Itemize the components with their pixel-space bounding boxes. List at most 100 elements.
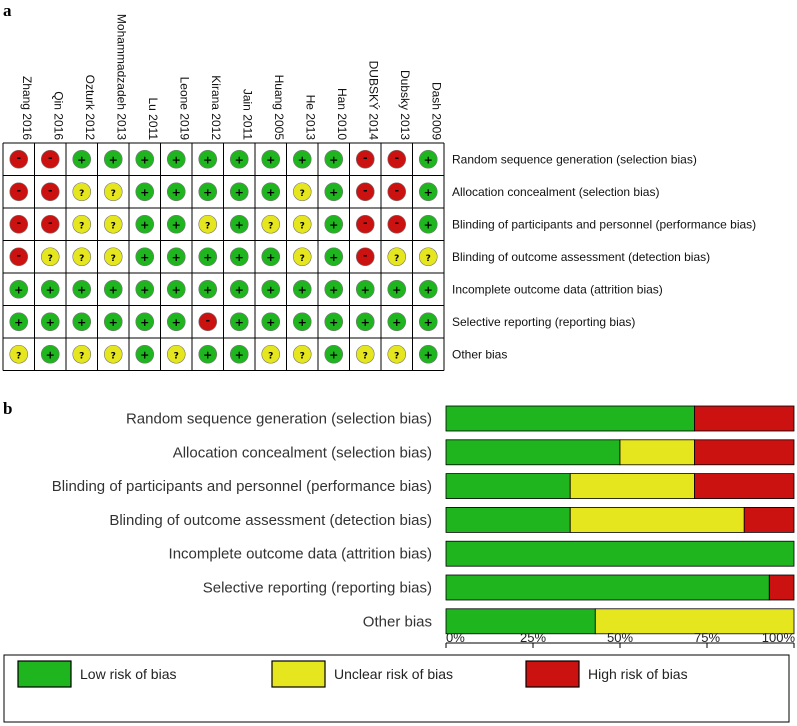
bar-segment-low xyxy=(445,574,770,601)
judgement-symbol: + xyxy=(109,153,118,166)
judgement-low xyxy=(261,279,281,299)
study-label: Ozturk 2012 xyxy=(83,75,97,141)
legend-label-unclear: Unclear risk of bias xyxy=(334,666,453,682)
x-tick-label: 25% xyxy=(520,630,546,645)
judgement-low xyxy=(229,149,249,169)
domain-label: Random sequence generation (selection bi… xyxy=(452,152,697,166)
judgement-symbol: - xyxy=(48,216,53,229)
judgement-symbol: ? xyxy=(111,254,116,264)
judgement-low xyxy=(418,149,438,169)
judgement-symbol: + xyxy=(109,283,118,296)
judgement-high xyxy=(40,214,60,234)
domain-label: Other bias xyxy=(452,347,507,361)
judgement-symbol: + xyxy=(140,348,149,361)
judgement-unclear xyxy=(166,344,186,364)
legend-swatch-low xyxy=(17,660,72,688)
judgement-symbol: + xyxy=(235,316,244,329)
judgement-symbol: + xyxy=(329,251,338,264)
judgement-low xyxy=(135,247,155,267)
judgement-symbol: + xyxy=(329,316,338,329)
judgement-low xyxy=(229,214,249,234)
judgement-symbol: + xyxy=(424,186,433,199)
judgement-symbol: + xyxy=(140,218,149,231)
judgement-symbol: - xyxy=(16,249,21,262)
judgement-symbol: + xyxy=(424,218,433,231)
judgement-unclear xyxy=(418,247,438,267)
judgement-low xyxy=(355,312,375,332)
judgement-symbol: - xyxy=(363,249,368,262)
judgement-symbol: + xyxy=(46,283,55,296)
judgement-high xyxy=(355,182,375,202)
judgement-symbol: ? xyxy=(300,189,305,199)
bar-segment-high xyxy=(694,473,795,500)
legend-label-high: High risk of bias xyxy=(588,666,688,682)
judgement-low xyxy=(418,344,438,364)
judgement-low xyxy=(261,247,281,267)
bar-segment-high xyxy=(768,574,795,601)
judgement-low xyxy=(198,182,218,202)
study-label: Huang 2005 xyxy=(272,75,286,141)
judgement-symbol: - xyxy=(16,216,21,229)
judgement-symbol: ? xyxy=(363,351,368,361)
bar-segment-low xyxy=(445,439,621,466)
judgement-symbol: + xyxy=(298,316,307,329)
judgement-symbol: ? xyxy=(300,254,305,264)
risk-of-bias-summary-table: Zhang 2016 Qin 2016 Ozturk 2012 Mohammadzad… xyxy=(2,14,756,371)
judgement-symbol: ? xyxy=(300,351,305,361)
judgement-low xyxy=(103,279,123,299)
judgement-symbol: + xyxy=(46,316,55,329)
judgement-low xyxy=(324,214,344,234)
judgement-symbol: ? xyxy=(111,351,116,361)
judgement-low xyxy=(387,279,407,299)
study-label: Dubsky 2013 xyxy=(398,70,412,140)
judgement-symbol: + xyxy=(235,186,244,199)
judgement-symbol: ? xyxy=(394,351,399,361)
judgement-symbol: + xyxy=(266,251,275,264)
judgement-symbol: + xyxy=(140,251,149,264)
judgement-symbol: + xyxy=(235,348,244,361)
judgement-symbol: + xyxy=(329,186,338,199)
judgement-unclear xyxy=(72,344,92,364)
judgement-symbol: + xyxy=(266,153,275,166)
judgement-low xyxy=(9,312,29,332)
bar-category-label: Other bias xyxy=(363,613,432,630)
judgement-symbol: - xyxy=(205,314,210,327)
judgement-low xyxy=(355,279,375,299)
judgement-symbol: + xyxy=(77,316,86,329)
judgement-symbol: + xyxy=(266,186,275,199)
judgement-symbol: + xyxy=(424,316,433,329)
judgement-symbol: + xyxy=(329,283,338,296)
x-tick-label: 50% xyxy=(607,630,633,645)
judgement-symbol: ? xyxy=(205,221,210,231)
judgement-high xyxy=(198,312,218,332)
judgement-low xyxy=(166,214,186,234)
judgement-symbol: + xyxy=(203,153,212,166)
judgement-symbol: ? xyxy=(16,351,21,361)
judgement-high xyxy=(9,247,29,267)
bar-category-label: Blinding of outcome assessment (detectio… xyxy=(109,512,432,529)
judgement-high xyxy=(9,149,29,169)
judgement-unclear xyxy=(292,182,312,202)
judgement-low xyxy=(387,312,407,332)
judgement-symbol: + xyxy=(172,283,181,296)
judgement-unclear xyxy=(355,344,375,364)
judgement-symbol: + xyxy=(329,348,338,361)
judgement-symbol: + xyxy=(424,283,433,296)
judgement-low xyxy=(261,312,281,332)
judgement-unclear xyxy=(72,214,92,234)
study-label: Lu 2011 xyxy=(146,98,160,141)
judgement-symbol: - xyxy=(363,184,368,197)
judgement-symbol: - xyxy=(48,151,53,164)
judgement-low xyxy=(292,279,312,299)
judgement-unclear xyxy=(103,247,123,267)
judgement-symbol: ? xyxy=(394,254,399,264)
judgement-unclear xyxy=(261,344,281,364)
judgement-symbol: + xyxy=(203,283,212,296)
panel-b-label: b xyxy=(3,399,12,418)
judgement-symbol: ? xyxy=(79,189,84,199)
bar-segment-low xyxy=(445,608,596,635)
judgement-symbol: + xyxy=(140,283,149,296)
judgement-low xyxy=(292,149,312,169)
judgement-high xyxy=(355,214,375,234)
